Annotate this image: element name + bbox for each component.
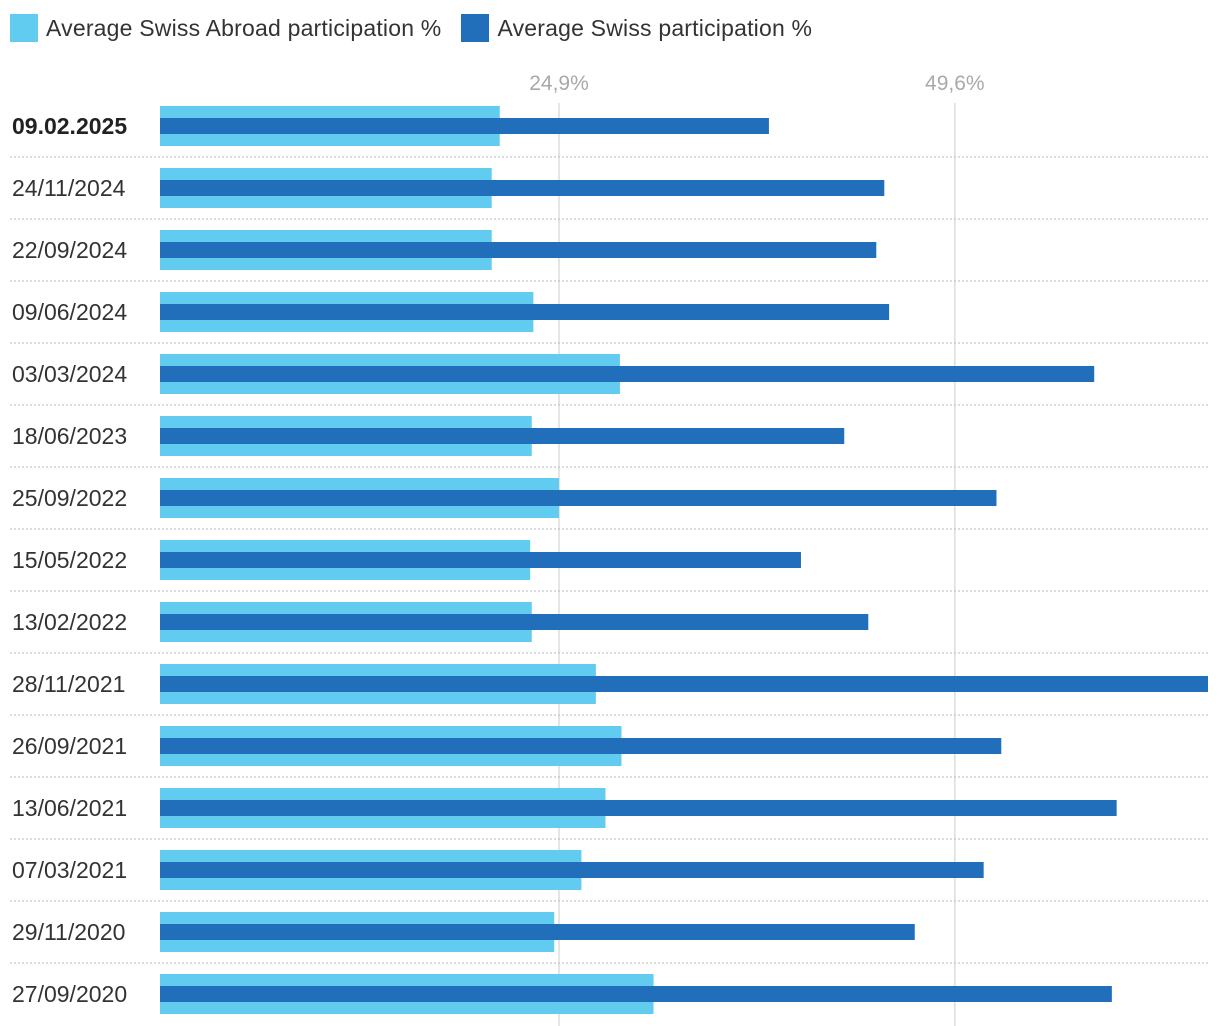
category-label-0: 09.02.2025 [12, 113, 127, 139]
category-label-1: 24/11/2024 [12, 175, 126, 201]
legend-label-swiss: Average Swiss participation % [497, 14, 813, 41]
category-label-11: 13/06/2021 [12, 795, 127, 821]
category-label-13: 29/11/2020 [12, 919, 125, 945]
legend-label-abroad: Average Swiss Abroad participation % [46, 14, 442, 41]
legend-item-abroad[interactable]: Average Swiss Abroad participation % [10, 14, 441, 42]
bar-swiss-7[interactable] [160, 552, 801, 568]
category-label-14: 27/09/2020 [12, 981, 127, 1007]
bar-swiss-12[interactable] [160, 862, 984, 878]
category-label-10: 26/09/2021 [12, 733, 127, 759]
category-label-7: 15/05/2022 [12, 547, 127, 573]
bar-swiss-5[interactable] [160, 428, 845, 444]
axis-tick-label-0: 24,9% [529, 72, 589, 95]
category-label-12: 07/03/2021 [12, 857, 127, 883]
bar-swiss-3[interactable] [160, 304, 890, 320]
bar-swiss-10[interactable] [160, 738, 1002, 754]
bar-swiss-11[interactable] [160, 800, 1117, 816]
category-label-4: 03/03/2024 [12, 361, 127, 387]
category-label-3: 09/06/2024 [12, 299, 127, 325]
category-label-5: 18/06/2023 [12, 423, 127, 449]
legend: Average Swiss Abroad participation % Ave… [10, 12, 832, 44]
legend-item-swiss[interactable]: Average Swiss participation % [461, 14, 812, 42]
category-label-2: 22/09/2024 [12, 237, 127, 263]
legend-swatch-abroad [10, 14, 38, 42]
bar-swiss-0[interactable] [160, 118, 769, 134]
bar-swiss-6[interactable] [160, 490, 997, 506]
bar-swiss-8[interactable] [160, 614, 869, 630]
bar-swiss-2[interactable] [160, 242, 877, 258]
bar-swiss-9[interactable] [160, 676, 1208, 692]
category-label-8: 13/02/2022 [12, 609, 127, 635]
legend-swatch-swiss [461, 14, 490, 42]
bar-swiss-14[interactable] [160, 986, 1112, 1002]
axis-tick-label-1: 49,6% [925, 72, 985, 95]
category-label-9: 28/11/2021 [12, 671, 125, 697]
category-label-6: 25/09/2022 [12, 485, 127, 511]
bar-swiss-4[interactable] [160, 366, 1095, 382]
bar-swiss-1[interactable] [160, 180, 885, 196]
bar-swiss-13[interactable] [160, 924, 915, 940]
